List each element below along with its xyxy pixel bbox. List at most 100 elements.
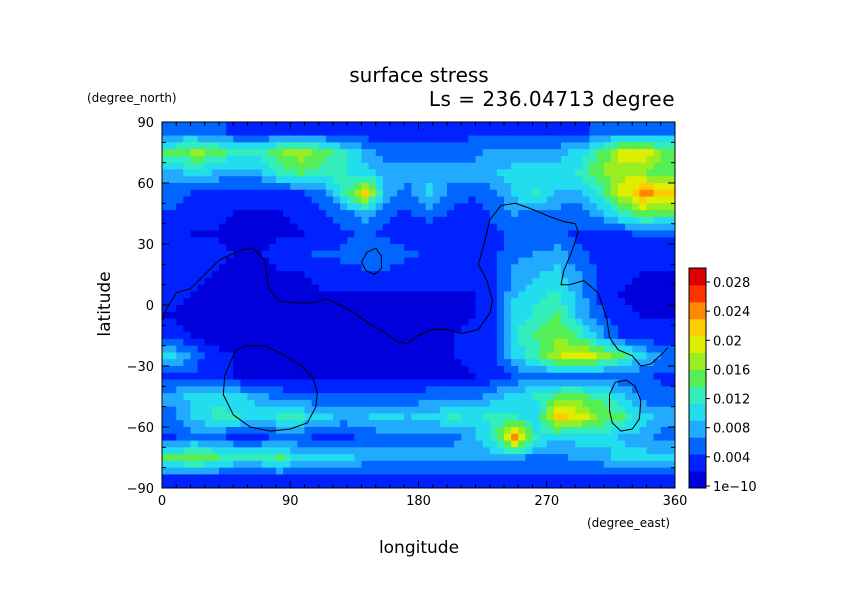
- colorbar-label: 0.016: [713, 363, 750, 378]
- heatmap-cell: [276, 216, 284, 225]
- heatmap-cell: [618, 284, 626, 293]
- heatmap-cell: [297, 183, 306, 191]
- heatmap-cell: [553, 399, 562, 408]
- heatmap-cell: [582, 176, 591, 184]
- heatmap-cell: [525, 372, 534, 381]
- heatmap-cell: [340, 210, 348, 218]
- heatmap-cell: [276, 447, 284, 455]
- heatmap-cell: [539, 311, 548, 320]
- heatmap-cell: [382, 325, 391, 333]
- heatmap-cell: [596, 250, 605, 259]
- heatmap-cell: [169, 481, 177, 488]
- heatmap-cell: [539, 305, 548, 313]
- heatmap-cell: [254, 277, 263, 286]
- heatmap-cell: [610, 149, 619, 157]
- heatmap-cell: [561, 433, 569, 442]
- heatmap-cell: [589, 210, 598, 218]
- heatmap-cell: [176, 250, 184, 259]
- heatmap-cell: [347, 189, 355, 198]
- heatmap-cell: [618, 230, 626, 238]
- heatmap-cell: [325, 379, 334, 387]
- heatmap-cell: [390, 277, 398, 286]
- heatmap-cell: [532, 386, 541, 394]
- heatmap-cell: [190, 230, 199, 238]
- heatmap-cell: [162, 230, 170, 238]
- heatmap-cell: [625, 440, 633, 448]
- heatmap-cell: [582, 305, 591, 313]
- heatmap-cell: [418, 142, 427, 150]
- heatmap-cell: [432, 352, 441, 360]
- heatmap-cell: [632, 176, 640, 184]
- heatmap-cell: [625, 216, 633, 225]
- heatmap-cell: [397, 420, 405, 428]
- heatmap-cell: [511, 372, 519, 381]
- heatmap-cell: [190, 203, 199, 211]
- heatmap-cell: [660, 366, 669, 374]
- heatmap-cell: [454, 142, 462, 150]
- heatmap-cell: [525, 454, 534, 462]
- heatmap-cell: [311, 196, 320, 204]
- heatmap-cell: [425, 427, 434, 435]
- heatmap-cell: [653, 210, 662, 218]
- heatmap-cell: [475, 216, 484, 225]
- heatmap-cell: [297, 386, 306, 394]
- heatmap-cell: [496, 250, 505, 259]
- heatmap-cell: [625, 325, 633, 333]
- heatmap-cell: [311, 176, 320, 184]
- heatmap-cell: [226, 264, 234, 272]
- heatmap-cell: [496, 196, 505, 204]
- heatmap-cell: [283, 176, 291, 184]
- heatmap-cell: [653, 460, 662, 469]
- heatmap-cell: [603, 277, 612, 286]
- heatmap-cell: [461, 210, 469, 218]
- heatmap-cell: [660, 386, 669, 394]
- heatmap-cell: [375, 311, 384, 320]
- heatmap-cell: [290, 284, 298, 293]
- heatmap-cell: [283, 352, 291, 360]
- heatmap-cell: [176, 244, 184, 252]
- heatmap-cell: [411, 128, 420, 137]
- heatmap-cell: [333, 169, 341, 177]
- heatmap-cell: [489, 237, 498, 245]
- heatmap-cell: [304, 203, 313, 211]
- heatmap-cell: [361, 481, 370, 488]
- heatmap-cell: [183, 264, 192, 272]
- heatmap-cell: [425, 332, 434, 340]
- heatmap-cell: [261, 460, 270, 469]
- heatmap-cell: [603, 196, 612, 204]
- heatmap-cell: [268, 216, 277, 225]
- heatmap-cell: [454, 210, 462, 218]
- heatmap-cell: [618, 372, 626, 381]
- heatmap-cell: [404, 155, 412, 164]
- heatmap-cell: [169, 176, 177, 184]
- heatmap-cell: [568, 284, 576, 293]
- heatmap-cell: [162, 149, 170, 157]
- topography-contour-loop: [361, 247, 382, 276]
- heatmap-cell: [461, 128, 469, 137]
- heatmap-cell: [504, 162, 512, 171]
- heatmap-cell: [489, 386, 498, 394]
- heatmap-cell: [625, 372, 633, 381]
- heatmap-cell: [290, 216, 298, 225]
- heatmap-cell: [539, 223, 548, 232]
- heatmap-cell: [333, 393, 341, 401]
- heatmap-cell: [190, 440, 199, 448]
- heatmap-cell: [504, 128, 512, 137]
- heatmap-cell: [546, 169, 555, 177]
- heatmap-cell: [233, 379, 241, 387]
- heatmap-cell: [511, 481, 519, 488]
- heatmap-cell: [589, 203, 598, 211]
- heatmap-cell: [596, 196, 605, 204]
- heatmap-cell: [632, 223, 640, 232]
- heatmap-cell: [439, 318, 448, 326]
- heatmap-cell: [211, 433, 220, 442]
- heatmap-cell: [660, 128, 669, 137]
- heatmap-cell: [568, 386, 576, 394]
- heatmap-cell: [390, 203, 398, 211]
- heatmap-cell: [347, 325, 355, 333]
- heatmap-cell: [418, 338, 427, 347]
- heatmap-cell: [297, 284, 306, 293]
- heatmap-cell: [646, 122, 655, 130]
- heatmap-cell: [162, 305, 170, 313]
- heatmap-cell: [375, 142, 384, 150]
